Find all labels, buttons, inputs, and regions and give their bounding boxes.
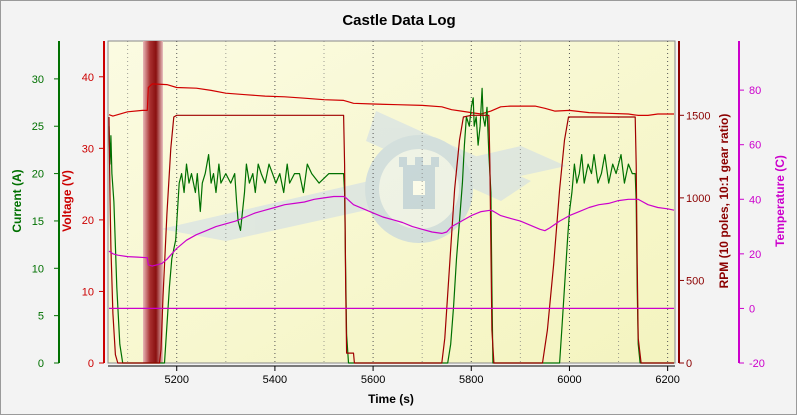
voltage-tick-label: 30 (82, 143, 94, 155)
current-tick-label: 25 (32, 121, 44, 133)
voltage-tick-label: 10 (82, 286, 94, 298)
rpm-tick-label: 500 (686, 275, 704, 287)
x-tick-label: 6200 (655, 374, 679, 386)
current-tick-label: 20 (32, 169, 44, 181)
highlight-bar (143, 41, 163, 363)
current-series-line (108, 87, 674, 364)
temperature-tick-label: 60 (749, 140, 761, 152)
x-axis-label: Time (s) (368, 392, 414, 406)
voltage-series-line (108, 83, 674, 117)
chart-title: Castle Data Log (342, 12, 455, 29)
temperature-tick-label: 80 (749, 85, 761, 97)
rpm-series-line (108, 114, 674, 364)
rpm-tick-label: 1500 (686, 110, 710, 122)
voltage-tick-label: 0 (88, 358, 94, 370)
x-tick-label: 5200 (164, 374, 188, 386)
temperature-tick-label: 40 (749, 194, 761, 206)
rpm-tick-label: 1000 (686, 193, 710, 205)
temperature-series-line (108, 195, 675, 267)
x-tick-label: 5800 (459, 374, 483, 386)
rpm-axis-label: RPM (10 poles, 10:1 gear ratio) (717, 114, 731, 289)
gridlines (127, 41, 669, 363)
temperature-tick-label: 0 (749, 303, 755, 315)
temperature-axis-label: Temperature (C) (773, 155, 787, 247)
current-tick-label: 0 (38, 358, 44, 370)
voltage-tick-label: 20 (82, 215, 94, 227)
x-tick-label: 5400 (263, 374, 287, 386)
current-tick-label: 15 (32, 216, 44, 228)
temperature-tick-label: 20 (749, 249, 761, 261)
temperature-tick-label: -20 (749, 358, 765, 370)
current-tick-label: 5 (38, 311, 44, 323)
current-tick-label: 10 (32, 263, 44, 275)
voltage-tick-label: 40 (82, 72, 94, 84)
voltage-axis-label: Voltage (V) (60, 170, 74, 232)
x-tick-label: 6000 (557, 374, 581, 386)
series-layer (108, 83, 675, 364)
current-tick-label: 30 (32, 74, 44, 86)
rpm-tick-label: 0 (686, 358, 692, 370)
x-tick-label: 5600 (361, 374, 385, 386)
tick-layer: 5200 5400 5600 5800 6000 62000510152025300102… (32, 72, 765, 386)
current-axis-label: Current (A) (10, 169, 24, 232)
